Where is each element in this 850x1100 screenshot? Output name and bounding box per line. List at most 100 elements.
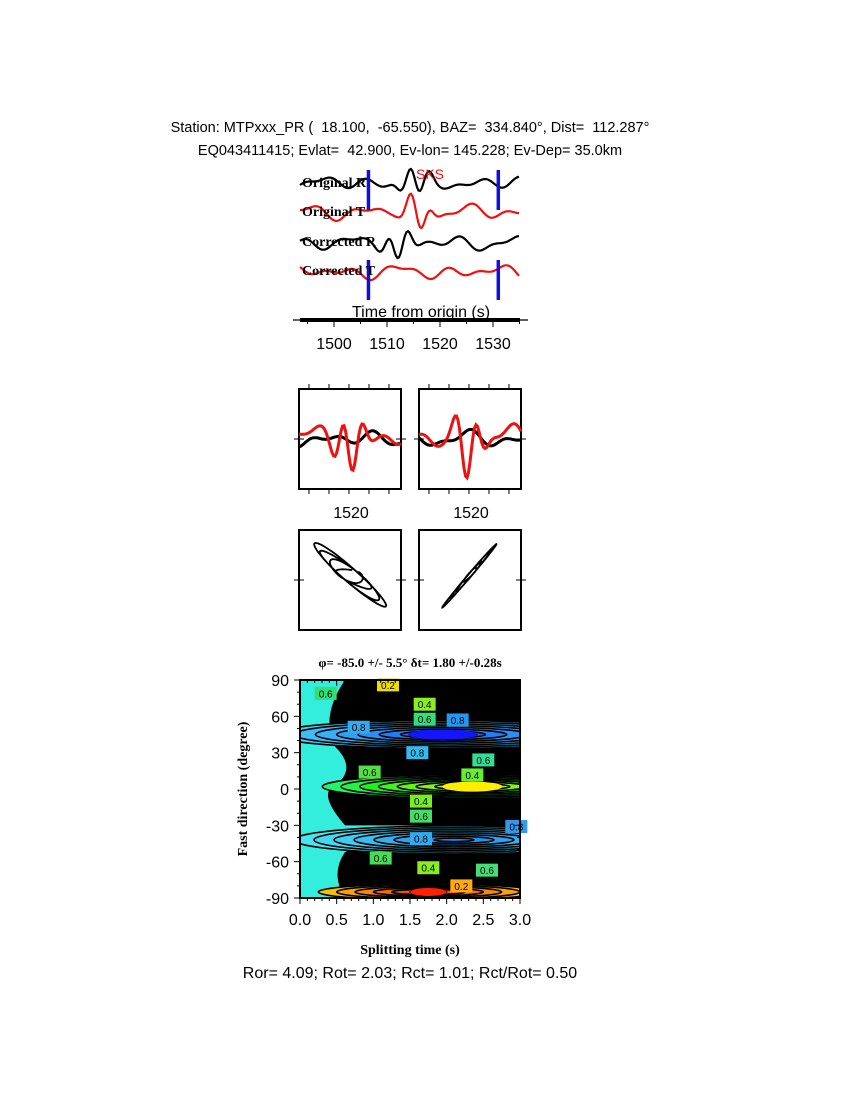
contour-label-text: 0.4 [414,797,428,808]
contour-label-box [314,686,337,700]
x-tick-label: 0.5 [326,912,348,929]
contour-ring [433,837,475,843]
contour-label-text: 0.6 [418,715,432,726]
radial-wave [417,427,522,448]
contour-label-box [410,809,432,823]
time-axis-label: Time from origin (s) [352,304,490,321]
radial-wave [298,429,402,449]
contour-label-box [406,746,429,760]
contour-label-text: 0.6 [374,854,388,865]
trace-corrected-r [299,229,520,260]
y-tick-label: 30 [271,746,289,763]
minimum-region [408,729,478,740]
y-tick-labels: 90 60 30 0 -30 -60 -90 [266,673,289,908]
contour-label-text: 0.2 [454,882,468,893]
contour-label: 0.8 [446,713,469,727]
contour-label-box [413,697,436,711]
contour-label-box [446,713,469,727]
contour-labels: 0.6 0.2 0.4 0.6 0.8 0.8 0.8 0.6 0.4 0.6 0.4 0.6 0.8 0… [314,678,528,893]
trace-corrected-t [299,264,520,282]
label-original-r: Original R [302,176,367,191]
contour-label-box [450,879,473,893]
contour-label-text: 0.8 [410,749,424,760]
waveform-panel-original [294,384,406,494]
contour-label-box [476,863,498,877]
label-original-t: Original T [302,205,366,220]
contour-label: 0.8 [406,746,429,760]
minimum-region [410,887,447,896]
panel-tick-left: 1520 [333,505,369,522]
label-corrected-t: Corrected T [302,264,376,279]
contour-label: 0.8 [347,720,370,734]
contour-label: 0.2 [377,678,399,692]
contour-label: 0.6 [410,809,432,823]
contour-label-text: 0.6 [319,689,333,700]
contour-label: 0.2 [450,879,473,893]
contour-label: 0.6 [472,753,495,767]
contour-label: 0.4 [417,861,440,875]
contour-label-box [505,820,528,834]
contour-label: 0.6 [369,851,392,865]
y-tick-label: 0 [280,782,289,799]
panel-tick-right: 1520 [453,505,489,522]
x-tick-label: 1.5 [399,912,421,929]
trace-original-r [299,167,520,193]
contour-label-box [410,832,432,846]
contour-label: 0.6 [314,686,337,700]
contour-label-box [377,678,399,692]
particle-path [441,542,498,609]
contour-label-text: 0.6 [363,768,377,779]
x-axis-label: Splitting time (s) [360,943,460,958]
transverse-wave [298,422,402,473]
tick-1510: 1510 [369,336,405,353]
contour-label: 0.8 [410,832,432,846]
panel-frame [418,529,522,631]
x-tick-label: 2.0 [436,912,458,929]
contour-label-box [461,768,484,782]
trace-panel [299,167,520,300]
contour-label: 0.4 [413,697,436,711]
station-info: Station: MTPxxx_PR ( 18.100, -65.550), B… [170,120,650,136]
y-axis-label: Fast direction (degree) [236,721,251,856]
x-tick-label: 0.0 [289,912,311,929]
event-info: EQ043411415; Evlat= 42.900, Ev-lon= 145.… [197,143,623,159]
y-tick-label: -60 [266,855,289,872]
contour-label-text: 0.6 [480,866,494,877]
particle-motion-original [294,529,406,631]
contour-label-text: 0.2 [381,681,395,692]
contour-label-text: 0.6 [414,812,428,823]
y-tick-label: 60 [271,709,289,726]
contour-label-box [413,712,436,726]
chart-title: φ= -85.0 +/- 5.5° δt= 1.80 +/-0.28s [318,655,501,670]
contour-label-text: 0.4 [421,864,435,875]
sks-phase-label: SKS [416,166,444,182]
contour-label: 0.4 [410,794,432,808]
particle-path [313,541,388,608]
contour-label-text: 0.4 [418,700,432,711]
contour-label-text: 0.6 [476,756,490,767]
contour-label-box [369,851,392,865]
contour-label-box [410,794,432,808]
contour-label: 0.6 [413,712,436,726]
contour-label-box [472,753,495,767]
ratio-summary: Ror= 4.09; Rot= 2.03; Rct= 1.01; Rct/Rot… [243,965,578,982]
axis-ticks [294,679,521,904]
contour-label-text: 0.8 [451,716,465,727]
tick-1500: 1500 [316,336,352,353]
y-tick-label: -30 [266,818,289,835]
panel-frame [298,529,402,631]
x-tick-label: 1.0 [362,912,384,929]
minimum-region [442,781,503,792]
y-tick-label: -90 [266,891,289,908]
contour-label-text: 0.8 [414,835,428,846]
contour-label: 0.6 [358,765,381,779]
contour-label: 0.8 [505,820,528,834]
waveform-panel-corrected [414,384,526,494]
x-tick-label: 2.5 [472,912,494,929]
contour-label: 0.4 [461,768,484,782]
contour-label-text: 0.8 [509,823,523,834]
contour-label-box [347,720,370,734]
tick-1520: 1520 [422,336,458,353]
particle-motion-corrected [414,529,526,631]
